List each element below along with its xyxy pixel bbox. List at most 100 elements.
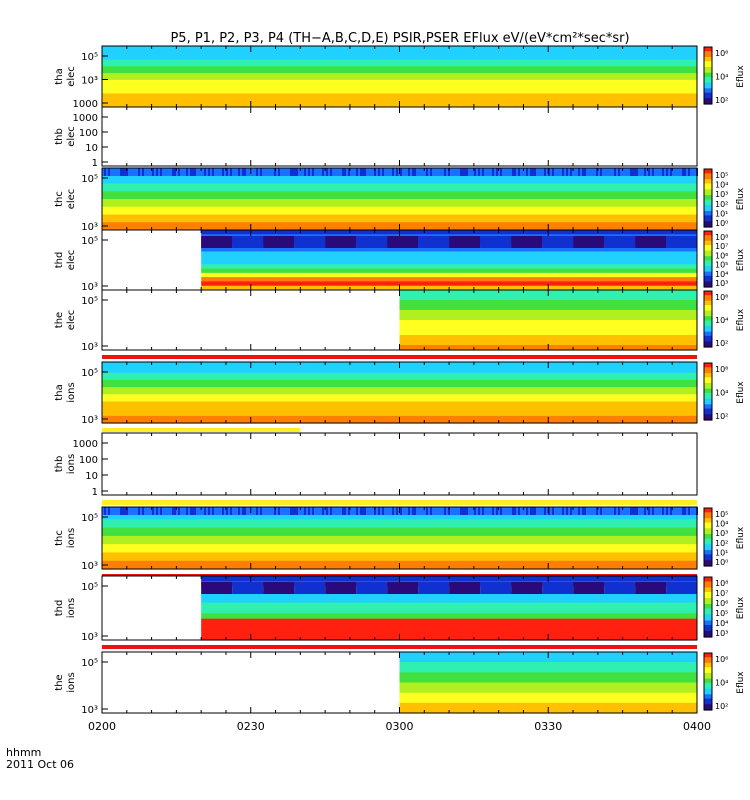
colorbar-step — [704, 331, 712, 334]
spectrogram-noise — [264, 168, 266, 176]
spectrogram-band — [102, 519, 697, 525]
colorbar-step — [704, 674, 712, 677]
spectrogram-noise — [408, 168, 410, 176]
spectrogram-noise — [370, 168, 372, 176]
spectrogram-block — [232, 236, 264, 248]
colorbar-step — [704, 243, 712, 246]
y-tick-label: 10³ — [81, 632, 98, 643]
colorbar-step — [704, 238, 712, 240]
spectrogram-noise — [500, 168, 502, 176]
colorbar-step — [704, 563, 712, 566]
colorbar-step — [704, 233, 712, 236]
spectrogram-noise — [242, 507, 244, 515]
spectrogram-noise — [678, 168, 680, 176]
colorbar-step — [704, 691, 712, 694]
spectrogram-noise — [546, 507, 548, 515]
spectrogram-noise — [558, 168, 560, 176]
spectrogram-noise — [420, 168, 422, 176]
spectrogram-noise — [606, 168, 608, 176]
spectrogram-noise — [214, 168, 216, 176]
spectrogram-noise — [462, 507, 464, 515]
colorbar-step — [704, 605, 712, 608]
colorbar-step — [704, 327, 712, 330]
spectrogram-noise — [674, 507, 676, 515]
spectrogram-noise — [574, 507, 576, 515]
spectrogram-band — [102, 544, 697, 549]
panel-species-label: ions — [66, 528, 77, 548]
spectrogram-noise — [650, 507, 652, 515]
spectrogram-noise — [288, 168, 290, 176]
spectrogram-noise — [618, 168, 620, 176]
spectrogram-noise — [638, 507, 640, 515]
spectrogram-band — [201, 592, 697, 598]
spectrogram-band — [102, 372, 697, 377]
spectrogram-band — [102, 202, 697, 208]
spectrogram-noise — [142, 507, 144, 515]
spectrogram-noise — [590, 507, 592, 515]
spectrogram-noise — [426, 507, 428, 515]
colorbar-step — [704, 293, 712, 296]
colorbar-step — [704, 695, 712, 698]
colorbar-step — [704, 593, 712, 596]
colorbar-step — [704, 270, 712, 273]
spectrogram-noise — [368, 168, 370, 176]
colorbar-step — [704, 189, 712, 192]
spectrogram-noise — [380, 507, 382, 515]
spectrogram-noise — [546, 168, 548, 176]
spectrogram-noise — [110, 507, 112, 515]
spectrogram-noise — [470, 507, 472, 515]
colorbar-step — [704, 586, 712, 589]
spectrogram-noise — [388, 168, 390, 176]
colorbar-step — [704, 312, 712, 314]
colorbar-step — [704, 578, 712, 581]
spectrogram-noise — [150, 168, 152, 176]
colorbar-step — [704, 658, 712, 661]
spectrogram-block — [480, 582, 512, 594]
spectrogram-noise — [230, 507, 232, 515]
spectrogram-band — [102, 394, 697, 399]
colorbar-step — [704, 239, 712, 242]
spectrogram-noise — [174, 507, 176, 515]
spectrogram-noise — [248, 168, 250, 176]
spectrogram-noise — [146, 507, 148, 515]
spectrogram-noise — [504, 507, 506, 515]
colorbar-tick-label: 10⁴ — [715, 520, 728, 529]
spectrogram-noise — [438, 168, 440, 176]
spectrogram-noise — [286, 507, 288, 515]
spectrogram-noise — [282, 168, 284, 176]
colorbar-step — [704, 177, 712, 180]
colorbar-step — [704, 558, 712, 561]
spectrogram-noise — [510, 507, 512, 515]
spectrogram-noise — [466, 168, 468, 176]
colorbar-step — [704, 387, 712, 390]
spectrogram-noise — [492, 168, 494, 176]
spectrogram-noise — [656, 168, 658, 176]
spectrogram-noise — [214, 507, 216, 515]
colorbar-step — [704, 75, 712, 78]
colorbar-step — [704, 253, 712, 256]
spectrogram-noise — [302, 507, 304, 515]
colorbar-step — [704, 670, 712, 673]
colorbar-step — [704, 628, 712, 631]
colorbar-label: Eflux — [736, 526, 746, 549]
colorbar-step — [704, 91, 712, 94]
colorbar-step — [704, 231, 712, 233]
spectrogram-noise — [596, 507, 598, 515]
spectrogram-noise — [374, 507, 376, 515]
spectrogram-noise — [252, 168, 254, 176]
spectrogram-noise — [628, 168, 630, 176]
x-tick-label: 0230 — [237, 720, 265, 733]
spectrogram-noise — [420, 507, 422, 515]
colorbar-step — [704, 314, 712, 317]
colorbar-tick-label: 10⁷ — [715, 589, 728, 598]
spectrogram-block — [325, 582, 357, 594]
colorbar-tick-label: 10³ — [715, 190, 728, 199]
spectrogram-noise — [292, 507, 294, 515]
colorbar-step — [704, 694, 712, 697]
spectrogram-noise — [588, 168, 590, 176]
colorbar-step — [704, 49, 712, 52]
colorbar-step — [704, 541, 712, 544]
spectrogram-noise — [334, 168, 336, 176]
spectrogram-noise — [418, 507, 420, 515]
